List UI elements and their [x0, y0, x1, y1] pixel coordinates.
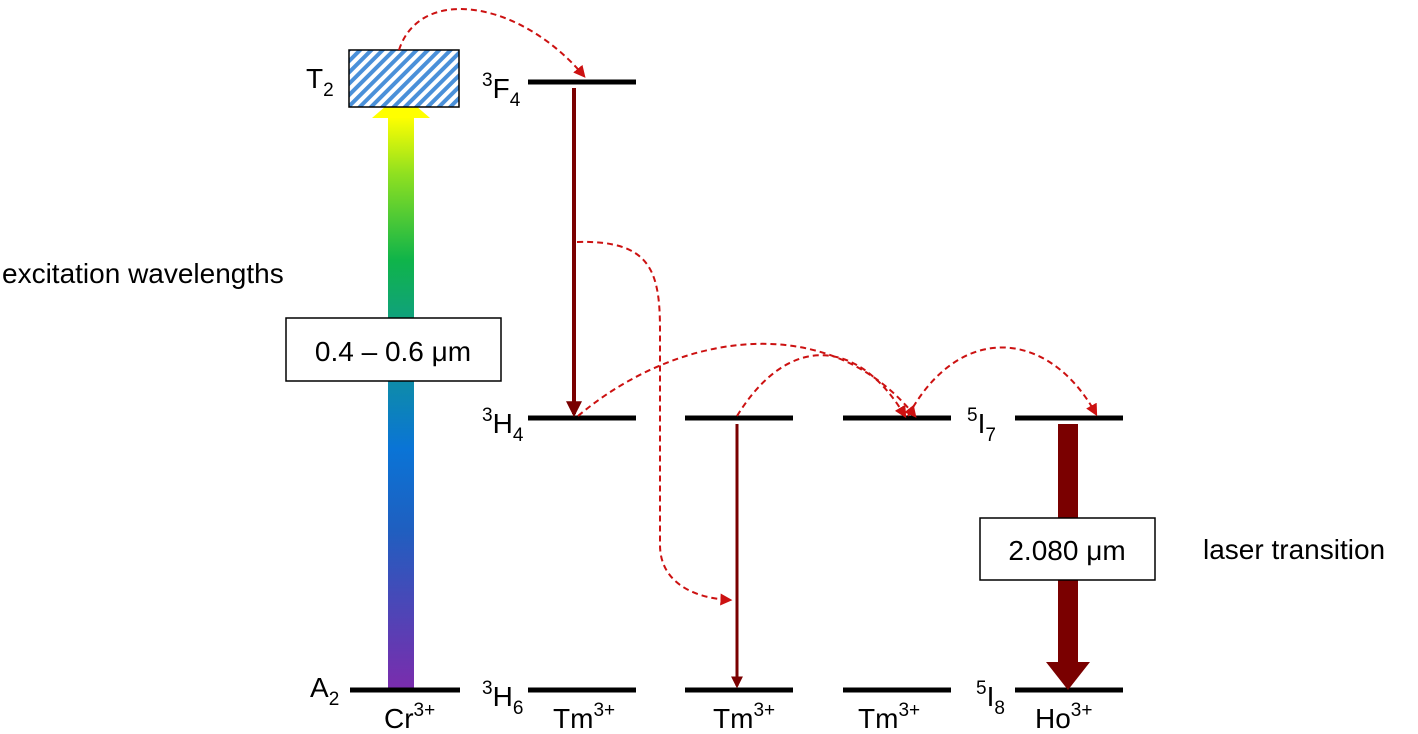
- excitation-arrow: [372, 93, 430, 690]
- transfer-cross-relaxation: [576, 240, 733, 606]
- label-3h6: 3H6: [482, 678, 523, 719]
- transfer-t2-3f4: [398, 8, 586, 78]
- decay-arrows: [566, 88, 1090, 690]
- transfer-tm2-tm3: [736, 354, 907, 419]
- transfer-arrows: [398, 8, 1098, 606]
- excitation-range-box: 0.4 – 0.6 μm: [285, 317, 502, 382]
- ion-label-tm-1: Tm3+: [553, 700, 615, 734]
- laser-wavelength-box: 2.080 μm: [979, 517, 1156, 581]
- ion-label-tm-2: Tm3+: [713, 700, 775, 734]
- ion-label-tm-3: Tm3+: [858, 700, 920, 734]
- laser-transition-label: laser transition: [1203, 534, 1385, 565]
- transfer-3h4-tm3: [577, 342, 917, 418]
- t2-band: [348, 49, 460, 108]
- ion-label-cr: Cr3+: [384, 700, 435, 734]
- transfer-tm3-ho: [907, 346, 1098, 417]
- label-3h4: 3H4: [482, 405, 524, 446]
- ion-label-ho: Ho3+: [1035, 700, 1092, 734]
- svg-text:0.4 – 0.6 μm: 0.4 – 0.6 μm: [315, 336, 471, 367]
- label-3f4: 3F4: [482, 70, 521, 111]
- label-5i7: 5I7: [967, 405, 996, 446]
- svg-text:2.080 μm: 2.080 μm: [1008, 535, 1125, 566]
- label-5i8: 5I8: [976, 678, 1005, 719]
- label-a2: A2: [310, 672, 339, 710]
- label-t2: T2: [306, 63, 334, 101]
- level-lines: [350, 79, 1123, 693]
- excitation-label: excitation wavelengths: [2, 258, 284, 289]
